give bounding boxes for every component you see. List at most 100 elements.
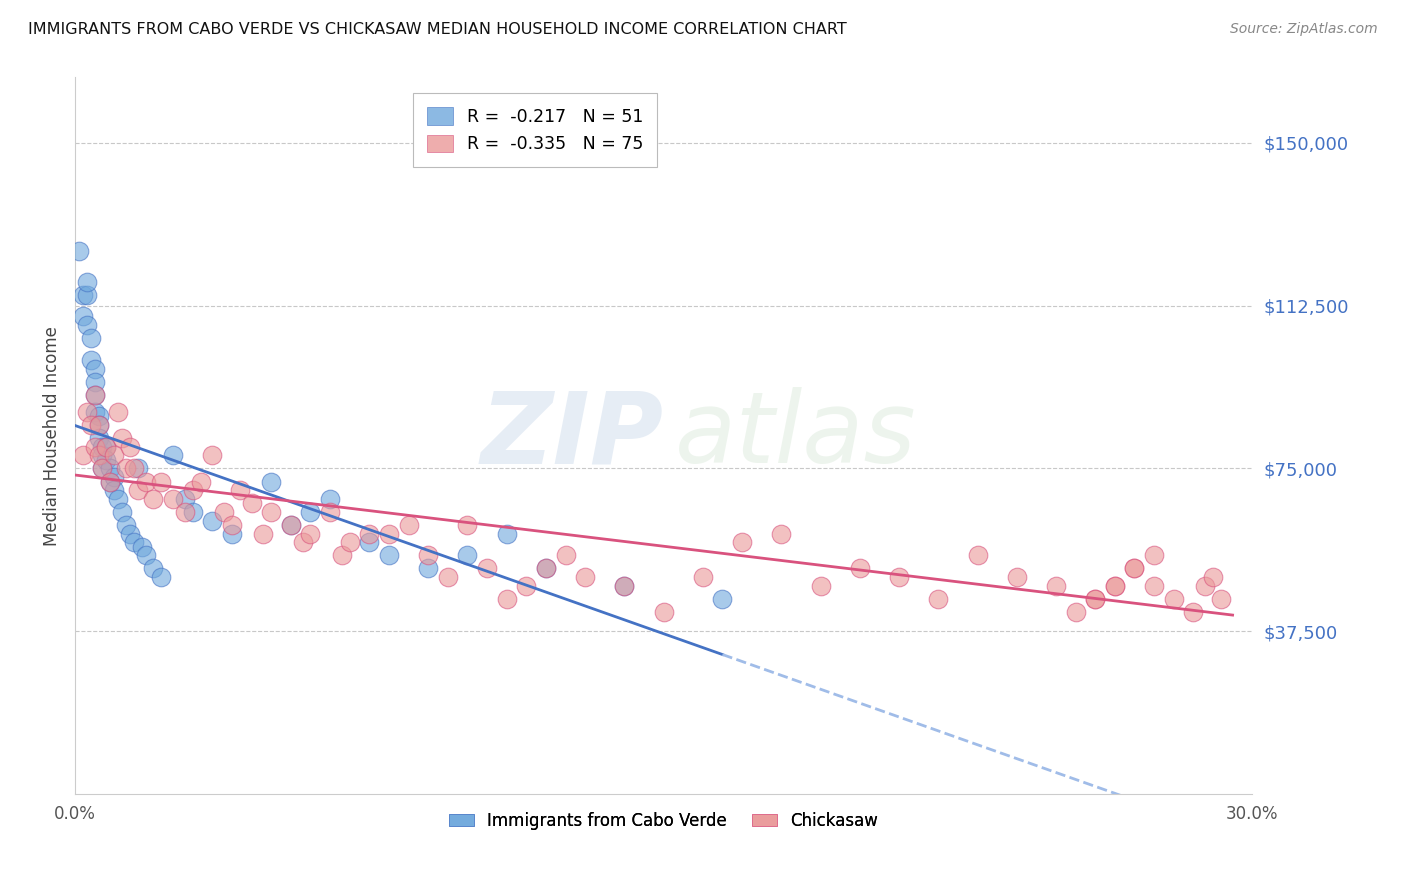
Point — [534, 561, 557, 575]
Point — [127, 483, 149, 498]
Text: Source: ZipAtlas.com: Source: ZipAtlas.com — [1230, 22, 1378, 37]
Point — [221, 526, 243, 541]
Point — [135, 475, 157, 489]
Point — [87, 418, 110, 433]
Point — [83, 387, 105, 401]
Point — [398, 518, 420, 533]
Point — [212, 505, 235, 519]
Point — [456, 549, 478, 563]
Point — [339, 535, 361, 549]
Point — [96, 440, 118, 454]
Point — [142, 561, 165, 575]
Point — [80, 331, 103, 345]
Point — [103, 470, 125, 484]
Point — [87, 409, 110, 424]
Y-axis label: Median Household Income: Median Household Income — [44, 326, 60, 546]
Point — [280, 518, 302, 533]
Point — [131, 540, 153, 554]
Point — [927, 591, 949, 606]
Point — [495, 526, 517, 541]
Point — [76, 405, 98, 419]
Point — [76, 318, 98, 332]
Point — [515, 579, 537, 593]
Text: ZIP: ZIP — [481, 387, 664, 484]
Point — [107, 491, 129, 506]
Point — [456, 518, 478, 533]
Point — [173, 491, 195, 506]
Point — [1123, 561, 1146, 575]
Point — [1084, 591, 1107, 606]
Point — [87, 418, 110, 433]
Point — [115, 461, 138, 475]
Point — [849, 561, 872, 575]
Point — [111, 431, 134, 445]
Point — [67, 244, 90, 259]
Point — [173, 505, 195, 519]
Point — [127, 461, 149, 475]
Point — [122, 535, 145, 549]
Legend: Immigrants from Cabo Verde, Chickasaw: Immigrants from Cabo Verde, Chickasaw — [443, 805, 884, 836]
Point — [87, 431, 110, 445]
Point — [107, 405, 129, 419]
Point — [83, 440, 105, 454]
Point — [72, 287, 94, 301]
Point — [359, 526, 381, 541]
Point — [91, 440, 114, 454]
Point — [98, 475, 121, 489]
Point — [91, 449, 114, 463]
Point — [1202, 570, 1225, 584]
Point — [260, 505, 283, 519]
Text: IMMIGRANTS FROM CABO VERDE VS CHICKASAW MEDIAN HOUSEHOLD INCOME CORRELATION CHAR: IMMIGRANTS FROM CABO VERDE VS CHICKASAW … — [28, 22, 846, 37]
Point — [418, 549, 440, 563]
Point — [299, 505, 322, 519]
Point — [1045, 579, 1067, 593]
Point — [96, 440, 118, 454]
Point — [111, 505, 134, 519]
Point — [103, 449, 125, 463]
Point — [91, 461, 114, 475]
Point — [150, 475, 173, 489]
Point — [91, 461, 114, 475]
Text: atlas: atlas — [675, 387, 917, 484]
Point — [418, 561, 440, 575]
Point — [83, 375, 105, 389]
Point — [330, 549, 353, 563]
Point — [83, 387, 105, 401]
Point — [692, 570, 714, 584]
Point — [966, 549, 988, 563]
Point — [731, 535, 754, 549]
Point — [150, 570, 173, 584]
Point — [229, 483, 252, 498]
Point — [1064, 605, 1087, 619]
Point — [280, 518, 302, 533]
Point — [240, 496, 263, 510]
Point — [1182, 605, 1205, 619]
Point — [80, 352, 103, 367]
Point — [76, 287, 98, 301]
Point — [118, 440, 141, 454]
Point — [181, 505, 204, 519]
Point — [436, 570, 458, 584]
Point — [291, 535, 314, 549]
Point — [1209, 591, 1232, 606]
Point — [115, 518, 138, 533]
Point — [1163, 591, 1185, 606]
Point — [1104, 579, 1126, 593]
Point — [1005, 570, 1028, 584]
Point — [770, 526, 793, 541]
Point — [87, 449, 110, 463]
Point — [1143, 579, 1166, 593]
Point — [98, 461, 121, 475]
Point — [652, 605, 675, 619]
Point — [1123, 561, 1146, 575]
Point — [378, 549, 401, 563]
Point — [72, 310, 94, 324]
Point — [98, 475, 121, 489]
Point — [96, 452, 118, 467]
Point — [534, 561, 557, 575]
Point — [181, 483, 204, 498]
Point — [190, 475, 212, 489]
Point — [1194, 579, 1216, 593]
Point — [574, 570, 596, 584]
Point — [201, 449, 224, 463]
